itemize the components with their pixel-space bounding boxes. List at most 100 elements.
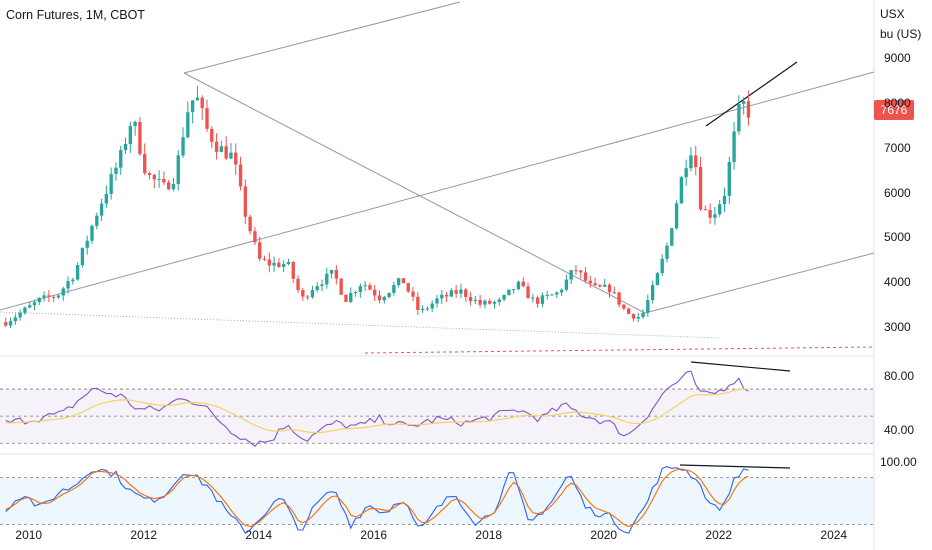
candle-body [483,300,487,305]
candle-body [32,302,37,306]
candle-body [612,292,616,294]
candle-body [47,295,51,297]
candle-body [210,128,214,142]
time-tick-label: 2016 [360,528,388,542]
candle-body [540,295,545,304]
candle-body [66,281,70,289]
rsi-ma-line [5,388,749,434]
candle-body [727,161,731,196]
candle-body [655,273,660,286]
candle-body [559,289,564,293]
candle-body [56,295,61,298]
stoch-divergence-line [679,464,791,469]
candle-body [435,298,439,304]
quantity-unit-label: bu (US) [880,27,922,41]
price-tick-label: 8000 [884,96,911,111]
candle-body [28,305,32,308]
candle-body [377,295,382,301]
candle-body [488,300,492,304]
price-tick-label: 7000 [884,140,911,155]
candle-body [214,141,219,152]
candle-body [176,155,180,184]
candle-body [641,312,645,317]
candle-body [186,112,190,138]
candle-body [75,265,80,280]
candle-body [138,121,142,155]
candle-body [583,272,588,281]
candle-body [425,308,430,310]
candle-body [344,294,348,302]
candle-body [162,178,166,183]
candle-body [718,204,722,215]
candle-body [373,289,377,296]
candle-body [171,183,176,190]
time-tick-label: 2018 [475,528,503,542]
candle-body [128,126,133,144]
candle-body [320,284,324,287]
candle-body [296,278,300,291]
candle-body [444,294,449,297]
candle-body [368,285,372,290]
candle-body [85,240,89,248]
candle-body [358,286,363,292]
candle-body [689,155,693,169]
candle-body [205,108,209,129]
candle-body [95,215,99,226]
candle-body [109,173,113,194]
candle-body [569,270,573,280]
price-tick-label: 5000 [884,230,911,245]
price-tick-label: 3000 [884,319,911,334]
candle-body [166,182,171,190]
price-tick-label: 6000 [884,185,911,200]
candle-body [8,321,13,326]
candle-body [219,146,224,152]
candle-body [152,174,156,180]
candle-body [574,270,578,272]
candle-body [277,262,281,267]
candle-body [253,231,257,243]
candle-body [305,296,310,298]
candle-body [636,316,640,319]
candle-body [143,154,147,174]
candle-body [588,280,593,284]
pitchfork-median-line [0,71,875,311]
candle-body [607,284,612,293]
candle-body [262,258,267,260]
candle-body [454,290,458,294]
candle-body [200,97,204,109]
candle-body [531,297,535,299]
stoch-tick-label: 100.00 [880,454,917,469]
time-tick-label: 2012 [130,528,158,542]
candle-body [272,262,276,266]
candle-body [353,291,358,293]
candle-body [281,264,286,267]
rsi-tick-label: 80.00 [884,368,915,383]
candle-body [286,262,291,265]
candle-body [698,167,703,210]
candle-body [631,313,636,319]
candle-body [502,294,506,300]
time-tick-label: 2022 [705,528,733,542]
candle-body [650,285,655,301]
candle-body [51,296,56,298]
candle-body [157,178,161,180]
time-tick-label: 2024 [820,528,848,542]
candle-body [722,195,727,205]
candle-body [564,279,569,290]
stoch-k-line [5,466,749,535]
candle-body [310,290,315,298]
candle-body [248,216,252,232]
candle-body [334,269,339,279]
candle-body [674,203,679,229]
candle-body [37,297,41,303]
candle-body [746,101,751,118]
candle-body [713,214,717,218]
rsi-divergence-line [690,361,791,372]
currency-unit-label: USX [880,7,905,21]
candle-body [603,284,607,287]
candle-body [449,290,454,297]
candle-body [325,273,329,285]
candle-body [406,283,410,292]
candle-body [13,317,18,322]
